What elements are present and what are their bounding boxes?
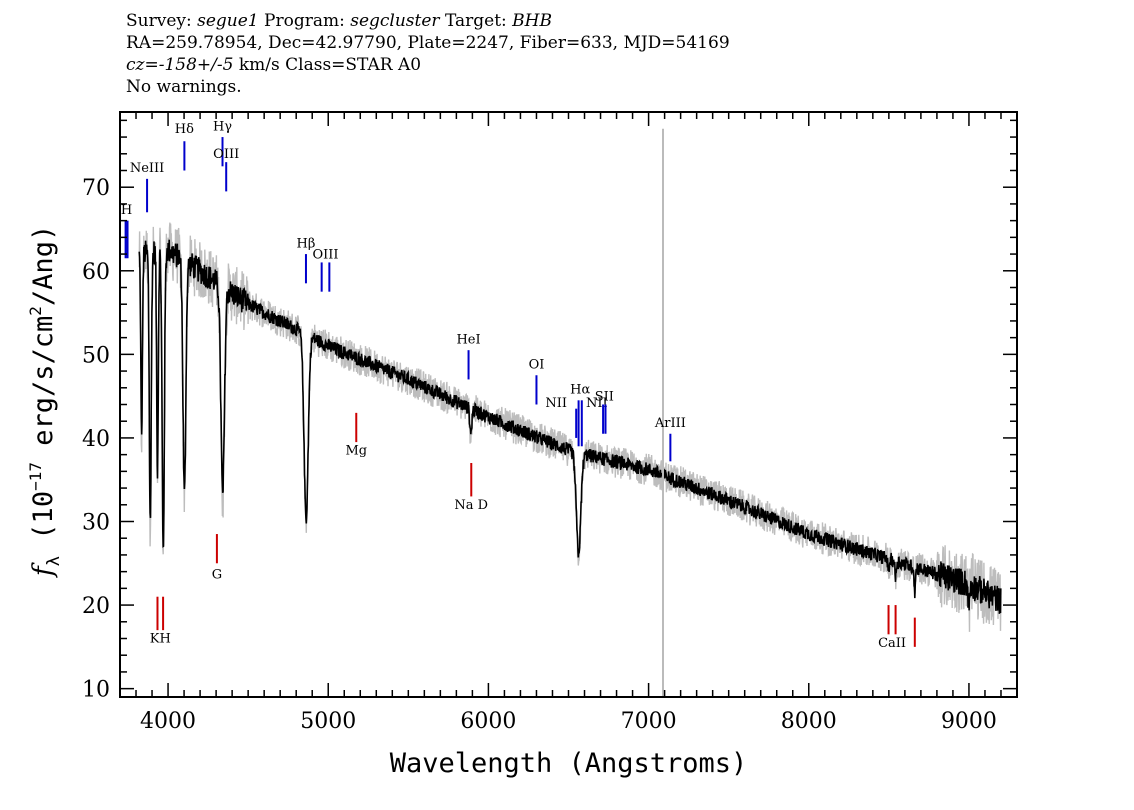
line-marker-label: Hδ [175, 122, 194, 137]
target-label: Target: [444, 11, 507, 31]
line-marker-label: NeIII [130, 161, 164, 176]
y-axis-title: fλ (10−17 erg/s/cm2/Ang) [26, 225, 64, 578]
x-tick-label: 7000 [621, 709, 677, 734]
line-marker-label: CaII [878, 636, 906, 651]
y-axis-title-part: (10 [28, 491, 59, 556]
line-marker-label: OIII [213, 147, 239, 162]
y-axis-title-part: λ [44, 556, 64, 566]
line-marker-label: Hβ [297, 236, 316, 251]
y-tick-label: 40 [82, 427, 110, 452]
program-value: segcluster [350, 11, 440, 31]
redshift-value: cz=-158+/-5 [126, 55, 234, 75]
y-axis-title-part: f [28, 562, 59, 578]
y-tick-label: 30 [82, 511, 110, 536]
y-axis-title-part: /Ang) [28, 225, 59, 306]
line-marker-label: H [121, 203, 132, 218]
header-line-2: RA=259.78954, Dec=42.97790, Plate=2247, … [126, 33, 730, 53]
line-marker-label: SII [595, 389, 614, 404]
y-tick-label: 10 [82, 678, 110, 703]
x-tick-label: 5000 [300, 709, 356, 734]
y-tick-label: 60 [82, 260, 110, 285]
error-series [138, 222, 1002, 632]
line-marker-label: OI [529, 358, 545, 373]
y-axis-title-part: 2 [26, 306, 45, 316]
survey-value: segue1 [197, 11, 259, 31]
y-tick-label: 70 [82, 176, 110, 201]
program-label: Program: [264, 11, 345, 31]
header-line-3: cz=-158+/-5 km/s Class=STAR A0 [126, 54, 730, 76]
flux-series [138, 239, 1002, 614]
x-tick-label: 9000 [941, 709, 997, 734]
line-marker-label: OIII [312, 247, 338, 262]
series-layer [138, 128, 1002, 697]
survey-label: Survey: [126, 11, 192, 31]
line-marker-label: G [212, 567, 222, 582]
line-marker-label: NII [545, 396, 567, 411]
line-marker-label: Mg [345, 444, 367, 459]
header-line-4: No warnings. [126, 77, 242, 97]
line-marker-label: Na D [454, 498, 488, 513]
header-line-1: Survey: segue1 Program: segcluster Targe… [126, 10, 730, 32]
line-marker-label: ArIII [654, 416, 686, 431]
x-axis-title: Wavelength (Angstroms) [390, 748, 748, 779]
x-tick-label: 8000 [781, 709, 837, 734]
plot-frame [119, 111, 1018, 698]
line-marker-label: KH [150, 632, 171, 647]
line-marker-label: HeI [456, 332, 480, 347]
x-tick-label: 4000 [140, 709, 196, 734]
y-axis-title-part: erg/s/cm [28, 316, 59, 462]
x-tick-label: 6000 [460, 709, 516, 734]
tick-layer: 4000 5000 6000 7000 8000 9000 10 20 30 40 50 60 70 [82, 112, 1017, 734]
class-value: km/s Class=STAR A0 [238, 55, 422, 75]
spectrum-header: Survey: segue1 Program: segcluster Targe… [126, 10, 730, 98]
y-axis-title-part: −17 [26, 462, 45, 491]
y-tick-label: 50 [82, 343, 110, 368]
line-marker-label: Hα [570, 383, 590, 398]
y-tick-label: 20 [82, 594, 110, 619]
target-value: BHB [512, 11, 552, 31]
line-marker-label: Hγ [213, 119, 232, 134]
